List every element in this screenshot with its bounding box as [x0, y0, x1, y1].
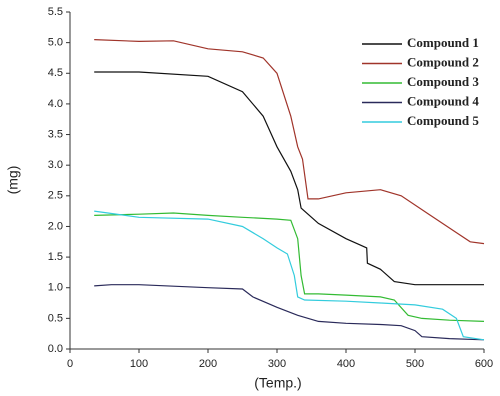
x-tick-label: 0	[67, 358, 73, 370]
y-tick-label: 1.0	[48, 282, 63, 294]
series-line	[94, 71, 484, 286]
y-tick-label: 1.5	[48, 251, 63, 263]
y-axis-label: (mg)	[5, 166, 21, 195]
legend-label: Compound 5	[407, 113, 479, 128]
series-line	[94, 39, 485, 245]
y-tick-label: 2.5	[48, 190, 63, 202]
legend-label: Compound 2	[407, 54, 479, 69]
x-tick-label: 500	[406, 358, 424, 370]
y-tick-label: 0.0	[48, 343, 63, 355]
x-axis-label: (Temp.)	[254, 375, 301, 391]
series-line	[94, 210, 485, 341]
y-tick-label: 2.0	[48, 220, 63, 232]
x-tick-label: 300	[268, 358, 286, 370]
series-line	[94, 284, 485, 341]
x-tick-label: 200	[199, 358, 217, 370]
legend-label: Compound 4	[407, 93, 479, 108]
y-tick-label: 4.5	[48, 67, 63, 79]
series-line	[94, 212, 485, 322]
x-tick-label: 600	[475, 358, 493, 370]
y-tick-label: 0.5	[48, 312, 63, 324]
y-tick-label: 4.0	[48, 98, 63, 110]
legend-label: Compound 3	[407, 74, 479, 89]
legend-label: Compound 1	[407, 35, 479, 50]
x-tick-label: 400	[337, 358, 355, 370]
y-tick-label: 5.0	[48, 37, 63, 49]
x-tick-label: 100	[130, 358, 148, 370]
y-tick-label: 5.5	[48, 6, 63, 18]
y-tick-label: 3.5	[48, 128, 63, 140]
y-tick-label: 3.0	[48, 159, 63, 171]
